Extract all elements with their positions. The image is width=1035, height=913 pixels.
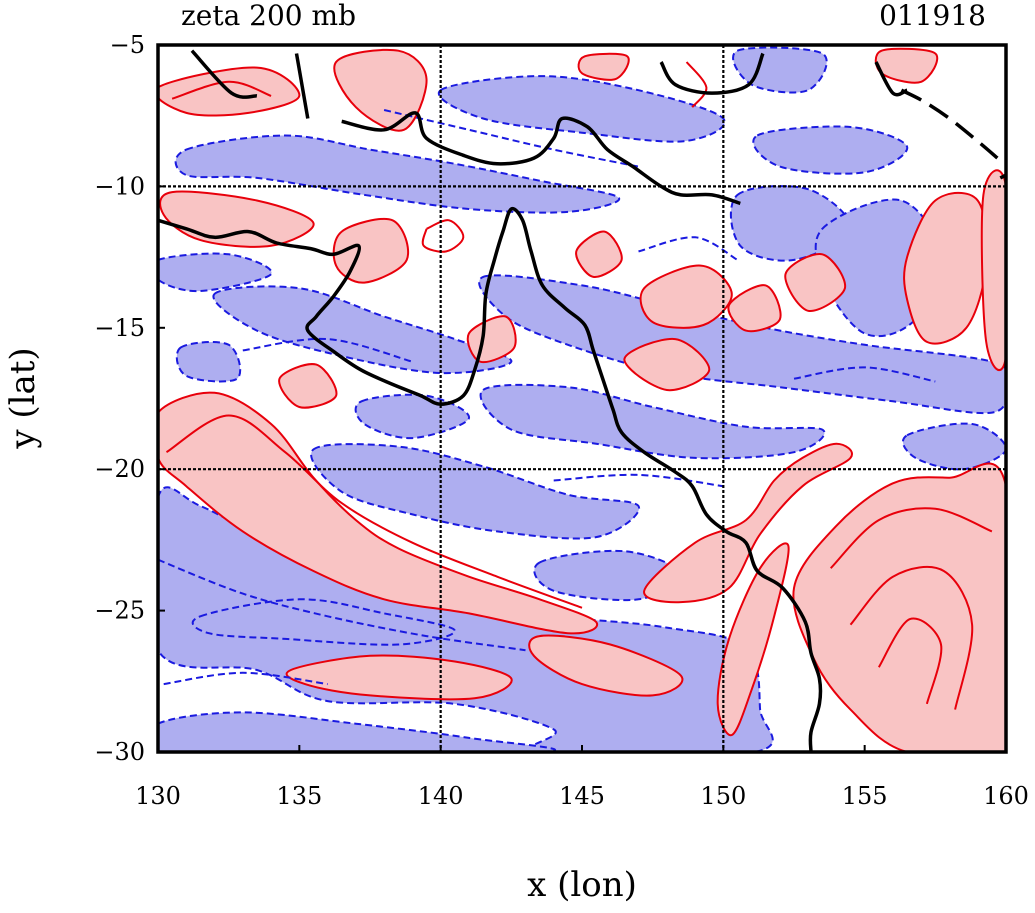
x-tick-label-1: 135 (276, 782, 322, 810)
coastline-4 (659, 52, 765, 95)
negative-region-13 (158, 252, 273, 293)
negative-region-4 (479, 383, 826, 460)
y-ticks: −5 −10 −15 −20 −25 −30 (94, 31, 165, 766)
positive-region-5 (716, 542, 790, 737)
x-tick-label-0: 130 (135, 782, 181, 810)
coastline-1 (190, 49, 258, 99)
y-tick-label-1: −10 (94, 172, 145, 200)
y-tick-label-5: −30 (94, 738, 145, 766)
coastline-0 (158, 206, 823, 752)
positive-region-15 (575, 230, 623, 278)
plot-area (158, 45, 1006, 752)
x-tick-label-3: 145 (559, 782, 605, 810)
x-tick-label-4: 150 (700, 782, 746, 810)
positive-contour-1 (829, 507, 993, 569)
positive-contour-6 (685, 61, 708, 108)
positive-contour-3 (877, 617, 943, 705)
positive-vorticity-contours (165, 61, 993, 710)
negative-vorticity-fills (158, 46, 1006, 752)
y-tick-label-0: −5 (110, 31, 145, 59)
negative-region-16 (902, 422, 1006, 471)
y-tick-label-4: −25 (94, 597, 145, 625)
negative-region-10 (437, 75, 726, 143)
positive-region-0 (158, 391, 599, 635)
chart-timestamp: 011918 (879, 0, 986, 32)
positive-region-1 (285, 654, 513, 701)
positive-vorticity-fills (158, 47, 1006, 752)
negative-region-3 (310, 443, 640, 540)
positive-region-20 (577, 52, 630, 81)
negative-region-12 (752, 125, 909, 175)
negative-region-1 (158, 711, 557, 752)
positive-region-18 (727, 284, 782, 333)
coastlines (158, 49, 1006, 752)
positive-region-2 (528, 634, 684, 697)
negative-region-9 (174, 134, 620, 214)
x-tick-label-5: 155 (842, 782, 888, 810)
x-ticks: 130 135 140 145 150 155 160 (135, 745, 1029, 810)
negative-contour-6 (638, 236, 739, 261)
negative-contour-5 (793, 366, 936, 383)
negative-region-2 (191, 598, 456, 646)
negative-region-11 (732, 46, 828, 94)
positive-region-4 (643, 442, 853, 604)
x-tick-label-2: 140 (418, 782, 464, 810)
positive-region-3 (792, 462, 1006, 752)
y-tick-label-2: −15 (94, 314, 145, 342)
grid-lines (158, 45, 1006, 752)
negative-region-17 (175, 341, 242, 383)
positive-region-9 (333, 48, 428, 132)
y-tick-label-3: −20 (94, 455, 145, 483)
coastline-3 (341, 111, 741, 206)
y-axis-title: y (lat) (3, 347, 43, 449)
positive-region-17 (784, 253, 846, 312)
x-tick-label-6: 160 (983, 782, 1029, 810)
coastline-dashed-0 (900, 88, 999, 160)
negative-contour-1 (163, 671, 328, 686)
x-axis-title: x (lon) (527, 865, 637, 905)
negative-contour-0 (158, 558, 526, 652)
positive-region-14 (623, 338, 711, 392)
positive-region-6 (903, 191, 988, 345)
positive-region-12 (278, 363, 338, 409)
negative-region-5 (212, 285, 513, 375)
positive-contour-5 (421, 219, 465, 253)
positive-contour-0 (165, 414, 583, 609)
chart-title: zeta 200 mb (181, 0, 356, 32)
positive-contour-2 (849, 565, 974, 710)
positive-contour-4 (171, 80, 272, 100)
coastline-2 (294, 53, 310, 119)
